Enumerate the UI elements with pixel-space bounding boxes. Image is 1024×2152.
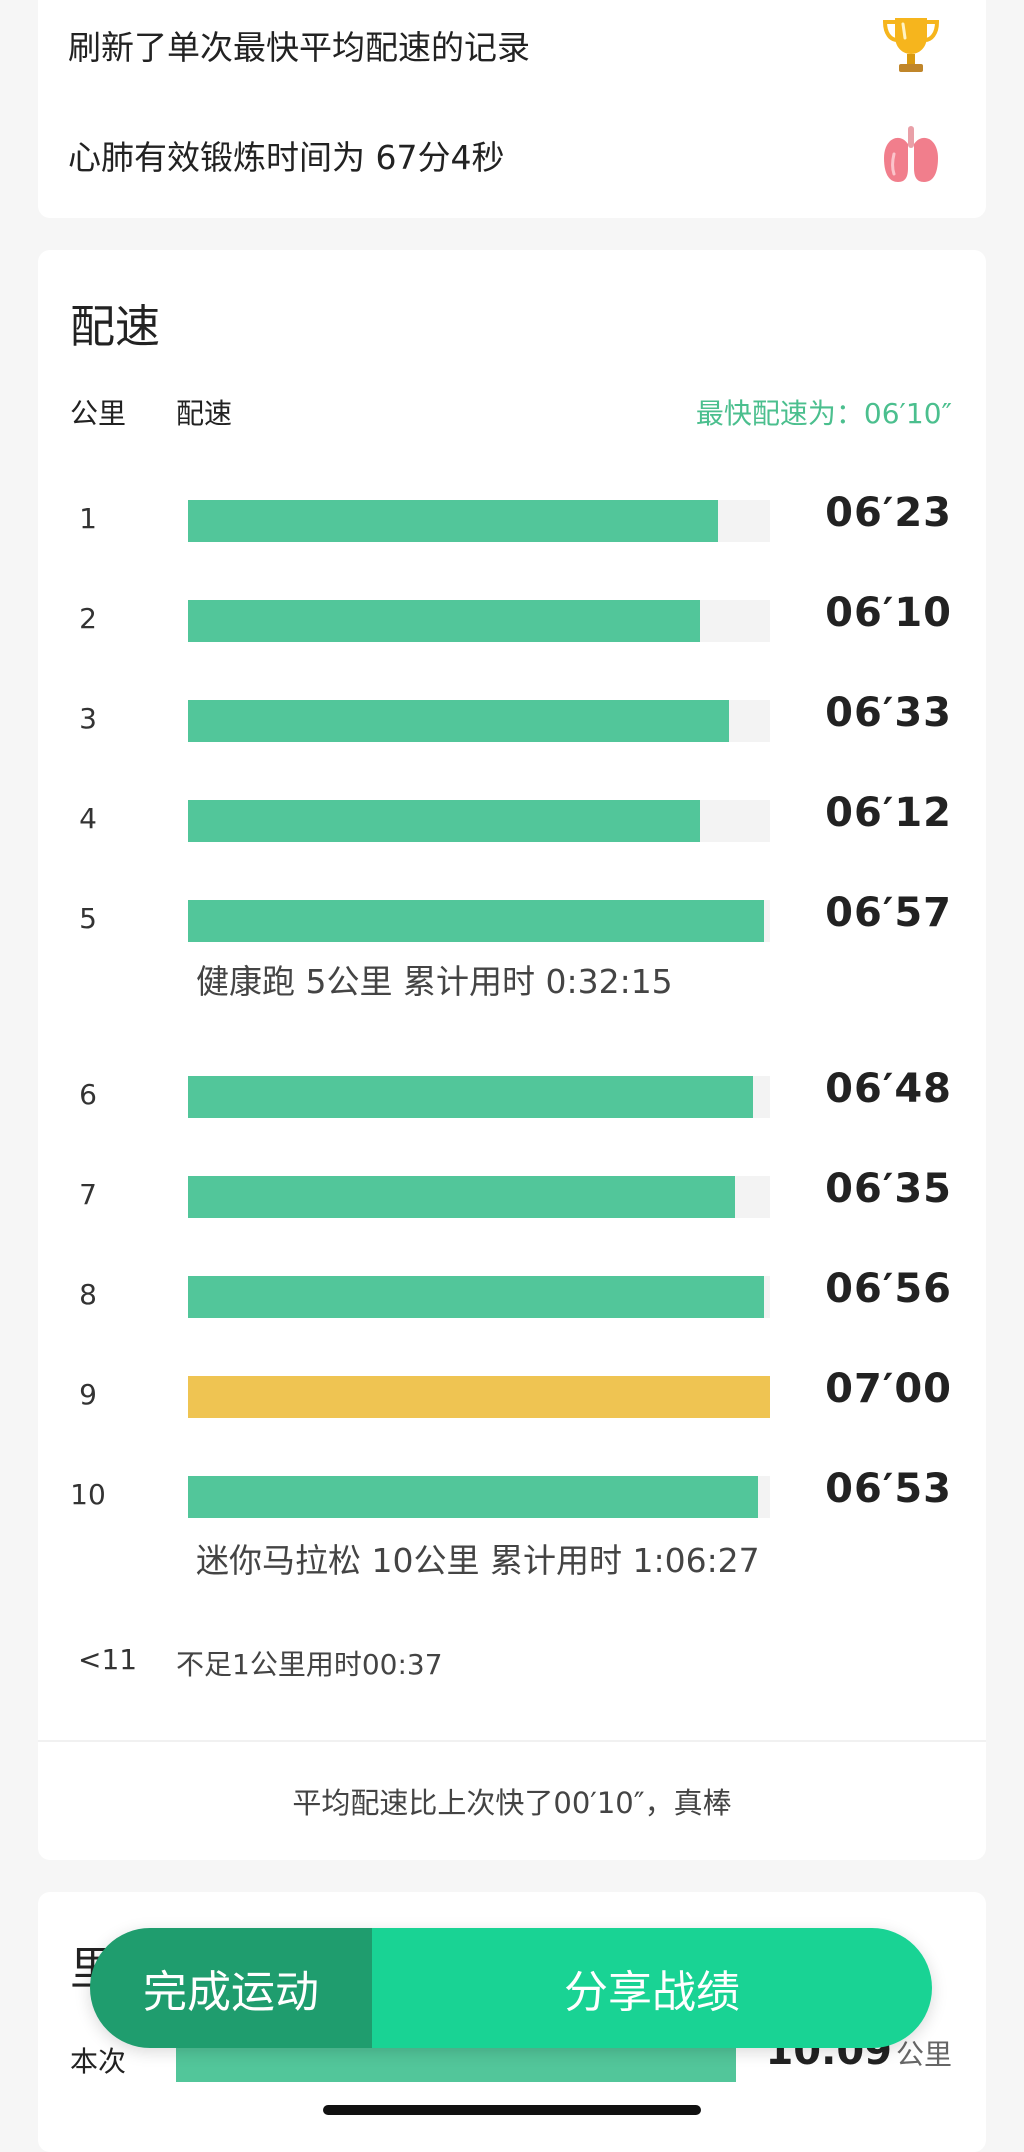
pace-bar <box>188 1276 764 1318</box>
summary-10k: 迷你马拉松 10公里 累计用时 1:06:27 <box>196 1541 760 1580</box>
pace-bar-track <box>188 1176 770 1218</box>
achievement-text: 刷新了单次最快平均配速的记录 <box>68 28 530 67</box>
pace-row: 8 06′56 <box>38 1266 986 1326</box>
pace-bar <box>188 1476 758 1518</box>
pace-row-km: 2 <box>79 602 97 635</box>
pace-bar-track <box>188 1476 770 1518</box>
distance-unit: 公里 <box>895 2038 952 2071</box>
trophy-icon <box>876 10 946 80</box>
pace-row-km: 9 <box>79 1378 97 1411</box>
pace-row: 1 06′23 <box>38 490 986 550</box>
share-results-button[interactable]: 分享战绩 <box>372 1928 932 2048</box>
pace-row-km: 4 <box>79 802 97 835</box>
action-bar: 完成运动 分享战绩 <box>90 1928 932 2048</box>
pace-row: 5 06′57 <box>38 890 986 950</box>
pace-row-value: 06′10 <box>825 590 952 636</box>
achievement-row-cardio: 心肺有效锻炼时间为 67分4秒 <box>68 120 946 190</box>
pace-row-value: 06′33 <box>825 690 952 736</box>
home-indicator[interactable] <box>323 2105 701 2115</box>
pace-row-km: 3 <box>79 702 97 735</box>
distance-row-label: 本次 <box>70 2045 127 2078</box>
pace-compare-text: 平均配速比上次快了00′10″，真棒 <box>292 1786 732 1820</box>
pace-row-value: 06′53 <box>825 1466 952 1512</box>
pace-bar <box>188 700 729 742</box>
pace-bar-track <box>188 1376 770 1418</box>
pace-row-value: 06′35 <box>825 1166 952 1212</box>
pace-row: 10 06′53 <box>38 1466 986 1526</box>
pace-row-value: 06′12 <box>825 790 952 836</box>
pace-bar <box>188 600 700 642</box>
pace-bar <box>188 800 700 842</box>
pace-row: 3 06′33 <box>38 690 986 750</box>
pace-bar <box>188 1076 753 1118</box>
pace-bar <box>188 900 764 942</box>
pace-row-value: 06′48 <box>825 1066 952 1112</box>
pace-row-km: 1 <box>79 502 97 535</box>
distance-bar <box>176 2042 736 2082</box>
pace-bar-track <box>188 700 770 742</box>
pace-row: 4 06′12 <box>38 790 986 850</box>
pace-row: 2 06′10 <box>38 590 986 650</box>
pace-bar <box>188 1376 770 1418</box>
pace-bar <box>188 1176 735 1218</box>
pace-bar-track <box>188 800 770 842</box>
remainder-text: 不足1公里用时00:37 <box>176 1648 443 1681</box>
pace-section-title: 配速 <box>70 300 161 353</box>
pace-row-km: 5 <box>79 902 97 935</box>
pace-row-value: 06′56 <box>825 1266 952 1312</box>
pace-row: 6 06′48 <box>38 1066 986 1126</box>
pace-row-value: 07′00 <box>825 1366 952 1412</box>
pace-bar-track <box>188 600 770 642</box>
pace-bar <box>188 500 718 542</box>
achievements-card: 刷新了单次最快平均配速的记录 心肺有效锻炼时间为 67分4秒 <box>38 0 986 218</box>
pace-row-value: 06′57 <box>825 890 952 936</box>
pace-bar-track <box>188 500 770 542</box>
pace-row-value: 06′23 <box>825 490 952 536</box>
pace-bar-track <box>188 900 770 942</box>
pace-row-km: 8 <box>79 1278 97 1311</box>
achievement-text: 心肺有效锻炼时间为 67分4秒 <box>68 138 505 177</box>
pace-row-km: 6 <box>79 1078 97 1111</box>
header-km: 公里 <box>70 397 127 430</box>
remainder-km: <11 <box>78 1643 138 1676</box>
pace-row: 9 07′00 <box>38 1366 986 1426</box>
finish-workout-button[interactable]: 完成运动 <box>90 1928 372 2048</box>
pace-card: 配速 公里 配速 最快配速为：06′10″ 1 06′23 2 06′10 3 06′33… <box>38 250 986 1860</box>
pace-bar-track <box>188 1076 770 1118</box>
divider <box>38 1740 986 1742</box>
lungs-icon <box>876 120 946 190</box>
fastest-pace-label: 最快配速为：06′10″ <box>695 397 952 430</box>
summary-5k: 健康跑 5公里 累计用时 0:32:15 <box>196 962 673 1001</box>
header-pace: 配速 <box>176 397 233 430</box>
pace-row-km: 10 <box>70 1478 106 1511</box>
pace-bar-track <box>188 1276 770 1318</box>
pace-row: 7 06′35 <box>38 1166 986 1226</box>
achievement-row-record: 刷新了单次最快平均配速的记录 <box>68 10 946 80</box>
pace-row-km: 7 <box>79 1178 97 1211</box>
